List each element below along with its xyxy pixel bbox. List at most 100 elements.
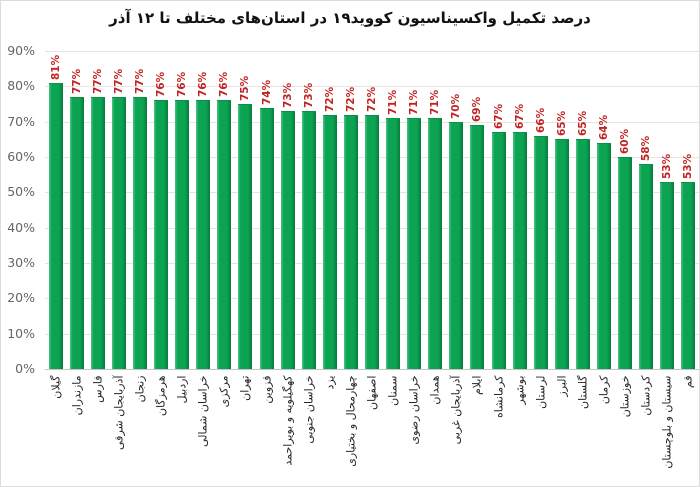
bar-value-label: 71%: [429, 89, 441, 115]
y-axis-tick-label: 60%: [7, 149, 35, 164]
bar-value-label: 72%: [345, 86, 357, 112]
y-axis-tick-label: 10%: [7, 326, 35, 341]
bar-value-label: 77%: [113, 68, 125, 94]
bar: [302, 111, 316, 369]
x-axis-label: مازندران: [70, 375, 84, 416]
bar-value-label: 72%: [324, 86, 336, 112]
bar-value-label: 65%: [577, 110, 589, 136]
bar-value-label: 76%: [218, 71, 230, 97]
bar: [91, 97, 105, 369]
x-axis-label: البرز: [555, 375, 569, 397]
y-axis-tick-label: 80%: [7, 78, 35, 93]
bar-value-label: 67%: [493, 103, 505, 129]
x-axis-label: کهگیلویه و بویراحمد: [281, 375, 295, 466]
bar: [386, 118, 400, 369]
x-axis-label: همدان: [428, 375, 442, 405]
bar: [639, 164, 653, 369]
x-axis-label: بوشهر: [513, 375, 527, 405]
bar-value-label: 58%: [640, 135, 652, 161]
bar-value-label: 76%: [197, 71, 209, 97]
bar: [323, 115, 337, 369]
bar-value-label: 65%: [556, 110, 568, 136]
x-axis-label: چهارمحال و بختیاری: [344, 375, 358, 467]
bar-value-label: 74%: [261, 79, 273, 105]
bar-value-label: 67%: [514, 103, 526, 129]
x-axis-label: فارس: [91, 375, 105, 403]
bar: [365, 115, 379, 369]
bar: [660, 182, 674, 369]
bar: [555, 139, 569, 369]
bar: [513, 132, 527, 369]
x-axis-label: تهران: [238, 375, 252, 401]
bar-value-label: 53%: [682, 153, 694, 179]
bar-value-label: 69%: [471, 96, 483, 122]
bar-value-label: 73%: [303, 82, 315, 108]
x-axis-label: خوزستان: [618, 375, 632, 418]
bar: [449, 122, 463, 369]
bar: [576, 139, 590, 369]
x-axis-label: قم: [681, 375, 695, 389]
bar: [238, 104, 252, 369]
gridline: [45, 51, 699, 52]
gridline: [45, 86, 699, 87]
bar: [534, 136, 548, 369]
x-axis-line: [45, 369, 699, 370]
bar: [492, 132, 506, 369]
bar: [133, 97, 147, 369]
x-axis-label: خراسان جنوبی: [302, 375, 316, 444]
y-axis-tick-label: 90%: [7, 43, 35, 58]
bar: [681, 182, 695, 369]
bar: [70, 97, 84, 369]
x-axis-label: لرستان: [534, 375, 548, 409]
bar-value-label: 60%: [619, 128, 631, 154]
bar-value-label: 70%: [450, 93, 462, 119]
bar: [470, 125, 484, 369]
bar-value-label: 77%: [71, 68, 83, 94]
x-axis-label: کردستان: [639, 375, 653, 416]
x-axis-label: خراسان رضوی: [407, 375, 421, 445]
x-axis-label: آذربایجان شرقی: [112, 375, 126, 450]
bar: [49, 83, 63, 369]
bar-value-label: 76%: [155, 71, 167, 97]
bar-value-label: 64%: [598, 114, 610, 140]
bar: [196, 100, 210, 369]
bar: [597, 143, 611, 369]
x-axis-label: آذربایجان غربی: [449, 375, 463, 445]
x-axis-label: خراسان شمالی: [196, 375, 210, 448]
bar-value-label: 76%: [176, 71, 188, 97]
x-axis-label: ایلام: [470, 375, 484, 396]
bar-value-label: 77%: [92, 68, 104, 94]
bar: [428, 118, 442, 369]
x-axis-label: یزد: [323, 375, 337, 390]
bar-value-label: 53%: [661, 153, 673, 179]
x-axis-label: زنجان: [133, 375, 147, 403]
bar: [407, 118, 421, 369]
bar: [175, 100, 189, 369]
x-axis-label: مرکزی: [217, 375, 231, 408]
x-axis-label: گیلان: [49, 375, 63, 399]
bar-value-label: 75%: [239, 75, 251, 101]
x-axis-label: هرمزگان: [154, 375, 168, 417]
bar-value-label: 71%: [387, 89, 399, 115]
x-axis-label: کرمانشاه: [492, 375, 506, 419]
bar: [112, 97, 126, 369]
bar: [344, 115, 358, 369]
bar-value-label: 66%: [535, 107, 547, 133]
bar-value-label: 81%: [50, 54, 62, 80]
y-axis-tick-label: 40%: [7, 220, 35, 235]
bar-value-label: 72%: [366, 86, 378, 112]
bar: [281, 111, 295, 369]
bar: [154, 100, 168, 369]
x-axis-label: اردبیل: [175, 375, 189, 404]
y-axis-tick-label: 20%: [7, 290, 35, 305]
bar: [260, 108, 274, 369]
bar-value-label: 73%: [282, 82, 294, 108]
x-axis-label: قزوین: [260, 375, 274, 404]
y-axis-tick-label: 0%: [15, 361, 35, 376]
x-axis-label: گلستان: [576, 375, 590, 409]
bar-value-label: 71%: [408, 89, 420, 115]
y-axis-tick-label: 30%: [7, 255, 35, 270]
y-axis-tick-label: 50%: [7, 184, 35, 199]
bar: [618, 157, 632, 369]
